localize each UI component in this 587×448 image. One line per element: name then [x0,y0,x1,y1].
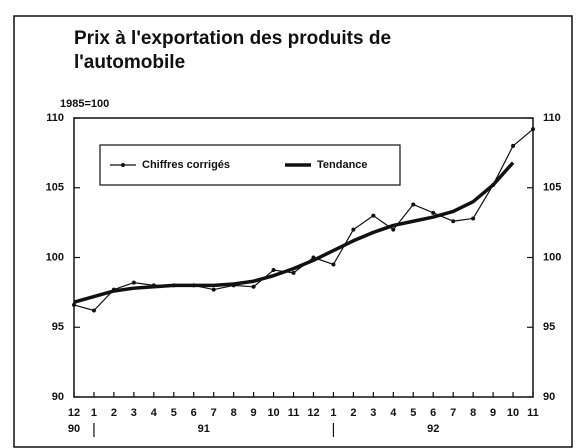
legend [99,144,401,186]
x-tick-label: 4 [151,407,158,419]
point [131,280,136,285]
point [72,302,76,307]
series-line [73,161,515,304]
y-tick-label: 110 [46,112,64,124]
legend-label: Tendance [317,159,368,171]
point [431,210,436,215]
y2-tick-label: 95 [543,321,555,333]
point [351,227,356,232]
point [331,262,336,267]
x-tick-label: 1 [91,407,97,419]
y2-tick-label: 90 [543,391,555,403]
point [391,227,396,232]
x-tick-label: 12 [68,407,80,419]
x-tick-label: 8 [231,407,237,419]
x-tick-label: 6 [191,407,197,419]
point [511,143,516,148]
unit-label: 1985=100 [60,98,109,110]
year-label: 92 [427,423,439,435]
x-tick-label: 12 [307,407,319,419]
x-tick-label: 10 [267,407,279,419]
point [91,308,96,313]
y-tick-label: 100 [46,251,64,263]
chart-title: Prix à l'exportation des produits de [74,28,391,49]
y2-tick-label: 100 [543,251,561,263]
point [371,213,376,218]
x-tick-label: 2 [111,407,117,419]
x-tick-label: 11 [527,407,539,419]
point [291,270,296,275]
x-tick-label: 7 [450,407,456,419]
point [471,216,476,221]
x-tick-label: 1 [330,407,336,419]
point [251,284,256,289]
x-tick-label: 11 [288,407,300,419]
x-tick-label: 7 [211,407,217,419]
y-tick-label: 90 [52,391,64,403]
y-tick-label: 105 [46,182,64,194]
year-label: 91 [198,423,210,435]
y2-tick-label: 105 [543,182,561,194]
point [211,287,216,292]
x-tick-label: 8 [470,407,476,419]
x-tick-label: 10 [507,407,519,419]
legend-label: Chiffres corrigés [142,159,230,171]
point [451,219,456,224]
y-tick-label: 95 [52,321,64,333]
x-tick-label: 3 [131,407,137,419]
point [271,268,276,273]
x-tick-label: 3 [370,407,376,419]
point [531,127,535,132]
x-tick-label: 5 [171,407,177,419]
y2-tick-label: 110 [543,112,561,124]
x-tick-label: 4 [390,407,397,419]
legend-marker [121,163,125,167]
chart-title: l'automobile [74,52,185,73]
x-tick-label: 6 [430,407,436,419]
frame [13,15,573,448]
year-label: 90 [68,423,80,435]
x-tick-label: 9 [251,407,257,419]
x-tick-label: 5 [410,407,416,419]
x-tick-label: 2 [350,407,356,419]
x-tick-label: 9 [490,407,496,419]
point [411,202,416,207]
